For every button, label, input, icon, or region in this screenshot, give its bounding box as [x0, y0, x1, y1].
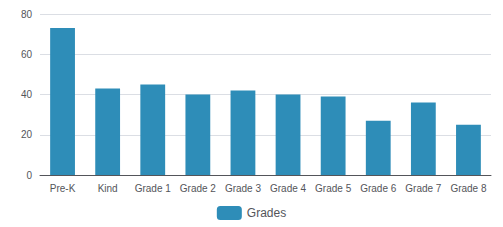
svg-text:Grade 8: Grade 8 [450, 183, 487, 194]
svg-text:80: 80 [21, 9, 33, 20]
svg-text:Grade 7: Grade 7 [405, 183, 442, 194]
svg-text:Kind: Kind [98, 183, 118, 194]
svg-text:40: 40 [21, 89, 33, 100]
svg-text:Pre-K: Pre-K [50, 183, 76, 194]
svg-text:60: 60 [21, 49, 33, 60]
svg-text:Grade 5: Grade 5 [315, 183, 352, 194]
svg-text:Grade 4: Grade 4 [270, 183, 307, 194]
svg-text:Grade 3: Grade 3 [225, 183, 262, 194]
svg-text:Grades: Grades [247, 206, 286, 220]
svg-text:0: 0 [26, 170, 32, 181]
svg-text:Grade 6: Grade 6 [360, 183, 397, 194]
svg-text:20: 20 [21, 129, 33, 140]
svg-text:Grade 2: Grade 2 [180, 183, 217, 194]
svg-text:Grade 1: Grade 1 [135, 183, 172, 194]
